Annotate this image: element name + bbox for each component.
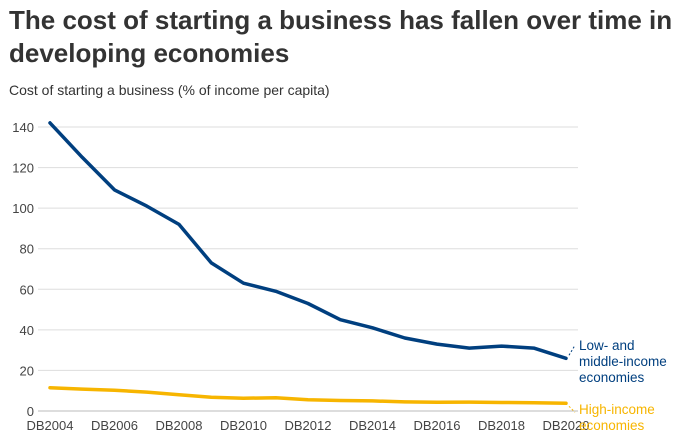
y-tick-label: 100 (12, 201, 34, 216)
series-labels: Low- andmiddle-incomeeconomiesHigh-incom… (568, 338, 667, 433)
x-tick-label: DB2004 (27, 418, 74, 433)
x-tick-label: DB2016 (414, 418, 461, 433)
y-axis-ticks: 0 20 40 60 80 100 120 140 (12, 120, 34, 419)
series-line (48, 385, 568, 406)
series-label: economies (579, 418, 645, 433)
series-label: Low- and (579, 338, 635, 353)
x-tick-label: DB2014 (349, 418, 396, 433)
y-tick-label: 0 (27, 404, 34, 419)
series-label: economies (579, 370, 645, 385)
x-tick-label: DB2018 (478, 418, 525, 433)
x-tick-label: DB2020 (543, 418, 590, 433)
y-tick-label: 80 (20, 242, 34, 257)
y-tick-label: 40 (20, 323, 34, 338)
y-tick-label: 140 (12, 120, 34, 135)
y-tick-label: 120 (12, 161, 34, 176)
y-tick-label: 20 (20, 363, 34, 378)
label-connector (568, 344, 576, 356)
chart-title: The cost of starting a business has fall… (9, 5, 673, 68)
x-tick-label: DB2006 (91, 418, 138, 433)
series-lines (48, 121, 568, 406)
y-tick-label: 60 (20, 282, 34, 297)
x-axis-ticks: DB2004 DB2006 DB2008 DB2010 DB2012 DB2014 DB20… (27, 418, 590, 433)
gridlines (38, 126, 578, 412)
series-line (48, 121, 568, 361)
label-connector (568, 405, 576, 413)
x-tick-label: DB2010 (220, 418, 267, 433)
x-tick-label: DB2012 (285, 418, 332, 433)
chart-subtitle: Cost of starting a business (% of income… (9, 82, 330, 98)
x-tick-label: DB2008 (156, 418, 203, 433)
series-label: middle-income (579, 354, 667, 369)
series-label: High-income (579, 402, 655, 417)
